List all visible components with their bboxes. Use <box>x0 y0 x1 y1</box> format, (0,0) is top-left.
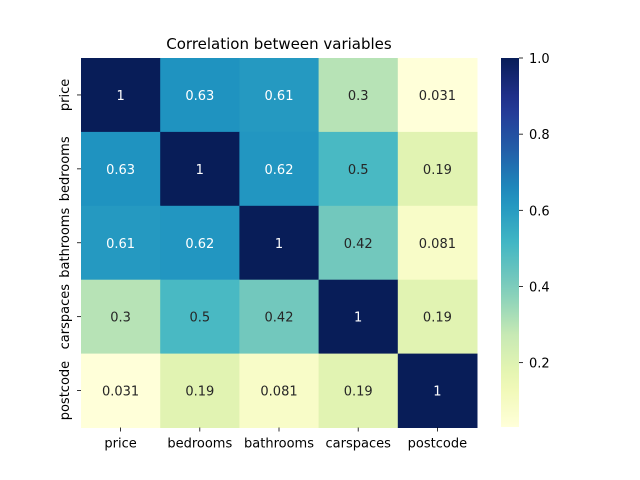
cell-value-label: 1 <box>433 385 441 400</box>
heatmap-cells <box>81 58 478 428</box>
heatmap-cell <box>397 58 478 133</box>
heatmap-cell-labels: 1 0.63 0.61 0.3 0.031 0.63 1 0.62 0.5 0.19 0.61 0.6… <box>102 89 456 400</box>
cell-value-label: 0.61 <box>106 237 135 252</box>
heatmap-cell <box>239 279 320 355</box>
heatmap-cell <box>81 205 161 281</box>
cell-value-label: 0.61 <box>265 89 294 104</box>
heatmap-cell <box>81 58 161 133</box>
y-tick-label: bedrooms <box>58 136 73 201</box>
heatmap-cell <box>318 353 399 428</box>
cell-value-label: 0.031 <box>419 89 456 104</box>
heatmap-cell <box>239 205 320 281</box>
cell-value-label: 0.63 <box>185 89 214 104</box>
cell-value-label: 0.081 <box>260 385 297 400</box>
heatmap-cell <box>81 279 161 355</box>
x-axis: price bedrooms bathrooms carspaces postcode <box>104 427 467 452</box>
heatmap-cell <box>160 205 240 281</box>
heatmap-cell <box>397 205 478 281</box>
cell-value-label: 0.19 <box>423 311 452 326</box>
cell-value-label: 0.62 <box>265 163 294 178</box>
heatmap-cell <box>239 353 320 428</box>
cell-value-label: 0.5 <box>348 163 369 178</box>
x-tick-label: bathrooms <box>244 437 314 452</box>
cell-value-label: 0.62 <box>185 237 214 252</box>
cell-value-label: 1 <box>354 311 362 326</box>
heatmap-cell <box>397 131 478 207</box>
heatmap-cell <box>318 205 399 281</box>
x-tick-label: price <box>104 437 136 452</box>
heatmap-cell <box>397 353 478 428</box>
cell-value-label: 0.42 <box>265 311 294 326</box>
colorbar: 0.2 0.4 0.6 0.8 1.0 <box>501 52 550 427</box>
cell-value-label: 0.3 <box>110 311 131 326</box>
cell-value-label: 0.19 <box>423 163 452 178</box>
y-tick-label: carspaces <box>58 284 73 350</box>
cell-value-label: 0.19 <box>344 385 373 400</box>
colorbar-tick-label: 0.4 <box>529 280 550 295</box>
x-tick-label: carspaces <box>326 437 392 452</box>
heatmap-cell <box>397 279 478 355</box>
heatmap-cell <box>239 58 320 133</box>
colorbar-tick-label: 0.6 <box>529 204 550 219</box>
cell-value-label: 0.081 <box>419 237 456 252</box>
cell-value-label: 1 <box>116 89 124 104</box>
cell-value-label: 0.031 <box>102 385 139 400</box>
colorbar-tick-label: 1.0 <box>529 52 550 67</box>
heatmap-cell <box>160 131 240 207</box>
cell-value-label: 1 <box>196 163 204 178</box>
heatmap-cell <box>81 353 161 428</box>
cell-value-label: 0.3 <box>348 89 369 104</box>
cell-value-label: 0.19 <box>185 385 214 400</box>
cell-value-label: 0.42 <box>344 237 373 252</box>
x-tick-label: bedrooms <box>167 437 232 452</box>
colorbar-gradient <box>501 58 519 427</box>
heatmap-cell <box>160 279 240 355</box>
y-tick-label: postcode <box>58 361 73 420</box>
x-tick-label: postcode <box>408 437 467 452</box>
heatmap-cell <box>318 58 399 133</box>
y-tick-label: price <box>58 79 73 111</box>
chart-title: Correlation between variables <box>166 35 392 53</box>
heatmap-cell <box>318 131 399 207</box>
y-tick-label: bathrooms <box>58 208 73 278</box>
heatmap-cell <box>160 58 240 133</box>
cell-value-label: 1 <box>275 237 283 252</box>
y-axis: price bedrooms bathrooms carspaces postcode <box>58 79 81 420</box>
colorbar-tick-label: 0.2 <box>529 357 550 372</box>
heatmap-cell <box>318 279 399 355</box>
colorbar-tick-label: 0.8 <box>529 128 550 143</box>
heatmap-cell <box>239 131 320 207</box>
cell-value-label: 0.63 <box>106 163 135 178</box>
heatmap-cell <box>160 353 240 428</box>
cell-value-label: 0.5 <box>189 311 210 326</box>
heatmap-cell <box>81 131 161 207</box>
